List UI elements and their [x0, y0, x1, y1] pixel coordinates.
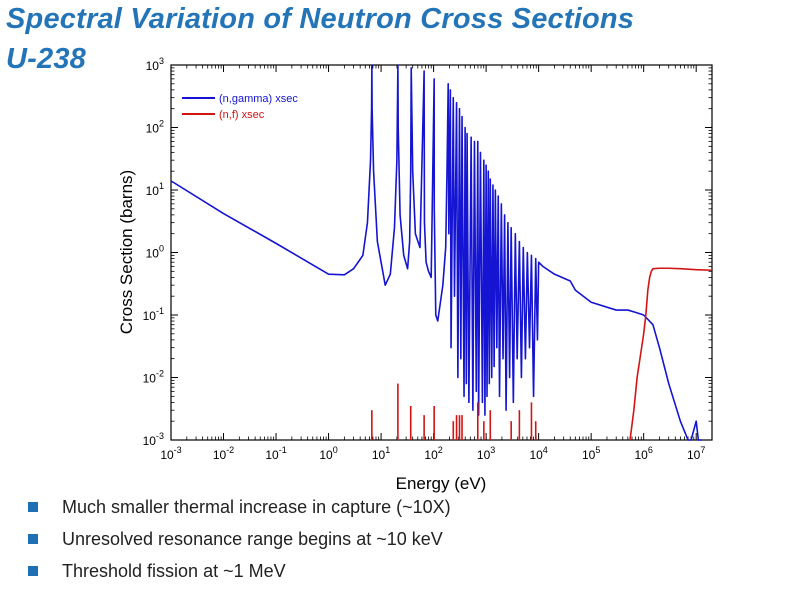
x-tick-label: 10-2: [213, 445, 234, 462]
x-tick-label: 104: [529, 445, 547, 462]
bullet-list: Much smaller thermal increase in capture…: [28, 497, 451, 593]
x-tick-label: 102: [424, 445, 442, 462]
legend-label-fission: (n,f) xsec: [219, 109, 265, 121]
legend-label-capture: (n,gamma) xsec: [219, 93, 298, 105]
bullet-text: Much smaller thermal increase in capture…: [62, 497, 451, 517]
bullet-item: Much smaller thermal increase in capture…: [28, 497, 451, 529]
y-tick-label: 100: [146, 244, 164, 261]
x-tick-label: 103: [477, 445, 495, 462]
x-tick-label: 10-1: [265, 445, 286, 462]
x-axis-label: Energy (eV): [396, 474, 487, 493]
y-tick-label: 101: [146, 181, 164, 198]
slide-title: Spectral Variation of Neutron Cross Sect…: [6, 3, 635, 35]
y-tick-label: 10-1: [143, 306, 164, 323]
x-tick-label: 105: [582, 445, 600, 462]
y-tick-label: 103: [146, 56, 164, 73]
x-tick-label: 107: [687, 445, 705, 462]
bullet-text: Unresolved resonance range begins at ~10…: [62, 529, 443, 549]
cross-section-chart: 10-3 10-2 10-1 100 101 102 103 104 105 106 107 10-3…: [117, 56, 713, 493]
y-axis-label: Cross Section (barns): [117, 170, 136, 334]
x-tick-label: 100: [319, 445, 337, 462]
legend: (n,gamma) xsec (n,f) xsec: [182, 93, 298, 121]
bullet-item: Threshold fission at ~1 MeV: [28, 561, 451, 593]
series-fission-line: [629, 267, 713, 441]
x-tick-label: 10-3: [160, 445, 181, 462]
y-tick-label: 10-3: [143, 431, 164, 448]
square-bullet-icon: [28, 566, 38, 576]
square-bullet-icon: [28, 534, 38, 544]
slide-subtitle: U-238: [6, 43, 86, 75]
series-capture-line: [170, 64, 703, 441]
bullet-item: Unresolved resonance range begins at ~10…: [28, 529, 451, 561]
plot-frame: [170, 64, 713, 441]
y-tick-label: 102: [146, 119, 164, 136]
square-bullet-icon: [28, 502, 38, 512]
x-tick-label: 106: [634, 445, 652, 462]
x-tick-label: 101: [372, 445, 390, 462]
bullet-text: Threshold fission at ~1 MeV: [62, 561, 286, 581]
y-tick-label: 10-2: [143, 369, 164, 386]
